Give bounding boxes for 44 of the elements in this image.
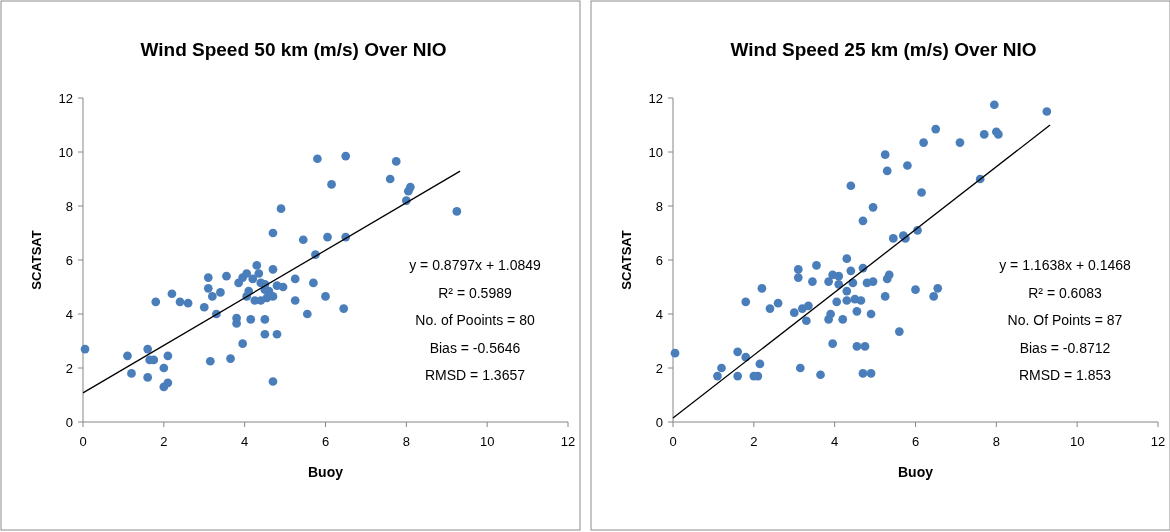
annotation: No. Of Points = 87 — [1007, 312, 1123, 328]
y-tick-label: 0 — [65, 414, 73, 430]
annotation: No. of Pooints = 80 — [415, 312, 535, 328]
annotation: RMSD = 1.3657 — [425, 367, 526, 383]
x-axis-title: Buoy — [308, 464, 344, 480]
y-tick-label: 2 — [655, 360, 663, 376]
y-tick-label: 4 — [65, 306, 73, 322]
annotation: Bias = -0.8712 — [1019, 339, 1111, 356]
annotation: y = 0.8797x + 1.0849 — [409, 257, 541, 273]
x-tick-label: 2 — [750, 434, 758, 449]
x-tick-label: 4 — [831, 434, 839, 449]
x-tick-label: 6 — [321, 434, 330, 449]
y-tick-label: 12 — [648, 90, 663, 106]
y-tick-label: 10 — [648, 144, 663, 160]
x-tick-label: 6 — [911, 434, 920, 449]
x-tick-label: 10 — [1069, 434, 1085, 449]
x-tick-label: 0 — [79, 434, 87, 449]
x-tick-label: 8 — [402, 434, 410, 449]
x-tick-label: 4 — [241, 434, 249, 449]
x-tick-label: 12 — [1150, 434, 1166, 449]
chart-title: Wind Speed 50 km (m/s) Over NIO — [140, 39, 447, 60]
x-tick-label: 2 — [160, 434, 168, 449]
y-axis-title: SCATSAT — [619, 230, 634, 290]
x-tick-label: 12 — [560, 434, 576, 449]
x-axis-title: Buoy — [898, 464, 934, 480]
y-axis-title: SCATSAT — [29, 230, 44, 290]
y-tick-label: 10 — [58, 144, 73, 160]
y-tick-label: 4 — [655, 306, 663, 322]
chart-title: Wind Speed 25 km (m/s) Over NIO — [730, 39, 1037, 60]
y-tick-label: 8 — [65, 198, 73, 214]
annotation: RMSD = 1.853 — [1018, 367, 1112, 383]
y-tick-label: 12 — [58, 90, 73, 106]
annotation: R² = 0.6083 — [1028, 284, 1102, 301]
y-tick-label: 6 — [655, 252, 663, 268]
y-tick-label: 8 — [655, 198, 663, 214]
annotation: Bias = -0.5646 — [429, 339, 521, 356]
x-tick-label: 0 — [669, 434, 677, 449]
x-tick-label: 10 — [479, 434, 495, 449]
x-tick-label: 8 — [992, 434, 1000, 449]
annotation: y = 1.1638x + 0.1468 — [999, 257, 1131, 273]
y-tick-label: 6 — [65, 252, 73, 268]
y-tick-label: 0 — [655, 414, 663, 430]
annotation: R² = 0.5989 — [438, 284, 512, 301]
y-tick-label: 2 — [65, 360, 73, 376]
